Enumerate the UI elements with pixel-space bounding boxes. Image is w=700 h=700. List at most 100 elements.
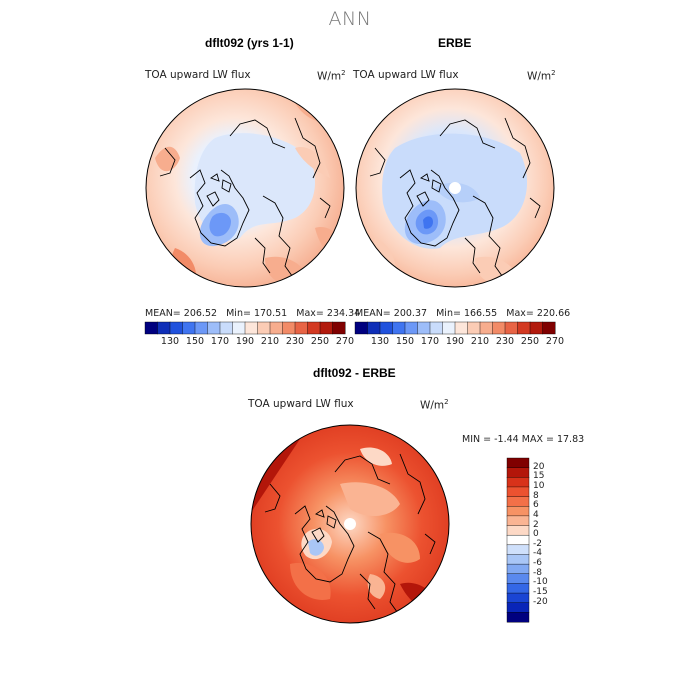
colorbar-tick-label: 250	[520, 336, 540, 347]
colorbar-tick-label: 190	[235, 336, 255, 347]
panel-1-polar-map	[145, 88, 345, 288]
colorbar-tick-label: -6	[533, 558, 542, 569]
colorbar-swatch	[529, 321, 544, 335]
panel-2-title: ERBE	[438, 36, 472, 50]
colorbar-swatch	[506, 592, 530, 604]
colorbar-swatch	[506, 525, 530, 536]
colorbar-swatch	[506, 477, 530, 488]
colorbar-tick-label: 230	[495, 336, 515, 347]
diff-panel-polar-map	[250, 424, 450, 624]
diff-panel-units: W/m2	[420, 398, 449, 412]
colorbar-swatch	[506, 563, 530, 575]
colorbar-swatch	[506, 534, 530, 546]
colorbar-swatch	[392, 321, 406, 335]
colorbar-tick-label: 270	[545, 336, 565, 347]
colorbar-swatch	[442, 321, 456, 335]
colorbar-swatch	[504, 321, 519, 335]
colorbar-swatch	[506, 554, 530, 565]
colorbar-swatch	[157, 321, 171, 335]
panel-2-field-label: TOA upward LW flux	[353, 69, 459, 81]
colorbar-swatch	[332, 321, 346, 335]
colorbar-tick-label: 2	[533, 519, 539, 530]
colorbar-swatch	[506, 602, 530, 613]
colorbar-swatch	[169, 321, 184, 335]
diff-panel-min-max: MIN = -1.44 MAX = 17.83	[462, 434, 585, 445]
colorbar-tick-label: -8	[533, 567, 542, 578]
colorbar-swatch	[307, 321, 321, 335]
colorbar-swatch	[506, 496, 530, 507]
colorbar-tick-label: 230	[285, 336, 305, 347]
diff-panel-title: dflt092 - ERBE	[313, 366, 396, 380]
colorbar-swatch	[207, 321, 221, 335]
colorbar-swatch	[506, 583, 530, 594]
colorbar-swatch	[479, 321, 494, 335]
colorbar-tick-label: 6	[533, 500, 539, 511]
colorbar-tick-label: -15	[533, 587, 548, 598]
colorbar-swatch	[506, 573, 530, 584]
colorbar-swatch	[257, 321, 271, 335]
colorbar-swatch	[367, 321, 381, 335]
colorbar-swatch	[517, 321, 531, 335]
colorbar-tick-label: 270	[335, 336, 355, 347]
colorbar-swatch	[429, 321, 444, 335]
colorbar-swatch	[404, 321, 419, 335]
colorbar-swatch	[182, 321, 196, 335]
colorbar-tick-label: 210	[260, 336, 280, 347]
colorbar-tick-label: 0	[533, 529, 539, 540]
panel-2-colorbar-ticks: 130 150 170 190 210 230 250 270	[355, 336, 564, 348]
colorbar-tick-label: 170	[420, 336, 440, 347]
colorbar-swatch	[506, 544, 530, 555]
colorbar-swatch	[144, 321, 159, 335]
colorbar-tick-label: 130	[160, 336, 180, 347]
colorbar-swatch	[506, 506, 530, 517]
panel-2-units: W/m2	[527, 69, 556, 83]
colorbar-swatch	[232, 321, 246, 335]
panel-2-stats: MEAN= 200.37 Min= 166.55 Max= 220.66	[355, 308, 571, 319]
panel-2-colorbar	[354, 321, 556, 335]
colorbar-tick-label: 8	[533, 490, 539, 501]
colorbar-tick-label: 170	[210, 336, 230, 347]
panel-1-field-label: TOA upward LW flux	[145, 69, 251, 81]
colorbar-tick-label: 210	[470, 336, 490, 347]
colorbar-swatch	[269, 321, 284, 335]
colorbar-tick-label: -2	[533, 538, 542, 549]
colorbar-tick-label: 150	[395, 336, 415, 347]
colorbar-swatch	[506, 515, 530, 527]
colorbar-swatch	[454, 321, 469, 335]
colorbar-swatch	[417, 321, 431, 335]
panel-1-title: dflt092 (yrs 1-1)	[205, 36, 294, 50]
colorbar-swatch	[506, 612, 530, 623]
colorbar-swatch	[319, 321, 334, 335]
diff-panel-field-label: TOA upward LW flux	[248, 398, 354, 410]
colorbar-tick-label: 150	[185, 336, 205, 347]
colorbar-tick-label: -10	[533, 577, 548, 588]
colorbar-tick-label: 20	[533, 461, 545, 472]
panel-1-stats: MEAN= 206.52 Min= 170.51 Max= 234.34	[145, 308, 361, 319]
panel-1-colorbar	[144, 321, 346, 335]
panel-1-units: W/m2	[317, 69, 346, 83]
colorbar-swatch	[244, 321, 259, 335]
colorbar-swatch	[294, 321, 309, 335]
colorbar-swatch	[506, 457, 530, 469]
colorbar-tick-label: 4	[533, 509, 539, 520]
panel-1-colorbar-ticks: 130 150 170 190 210 230 250 270	[145, 336, 354, 348]
colorbar-tick-label: -4	[533, 548, 542, 559]
colorbar-swatch	[354, 321, 369, 335]
colorbar-tick-label: -20	[533, 596, 548, 607]
colorbar-swatch	[282, 321, 296, 335]
colorbar-swatch	[542, 321, 556, 335]
colorbar-tick-label: 250	[310, 336, 330, 347]
colorbar-tick-label: 10	[533, 480, 545, 491]
colorbar-swatch	[379, 321, 394, 335]
colorbar-swatch	[467, 321, 481, 335]
colorbar-swatch	[219, 321, 234, 335]
colorbar-swatch	[506, 467, 530, 478]
colorbar-tick-label: 15	[533, 471, 545, 482]
colorbar-swatch	[492, 321, 506, 335]
panel-2-polar-map	[355, 88, 555, 288]
page-title: ANN	[328, 8, 372, 30]
colorbar-swatch	[506, 486, 530, 498]
colorbar-tick-label: 130	[370, 336, 390, 347]
diff-panel-colorbar	[506, 457, 530, 623]
diff-panel-colorbar-ticks: 20 15 10 8 6 4 2 0 -2 -4 -6 -8 -10 -15 -20	[533, 458, 573, 622]
